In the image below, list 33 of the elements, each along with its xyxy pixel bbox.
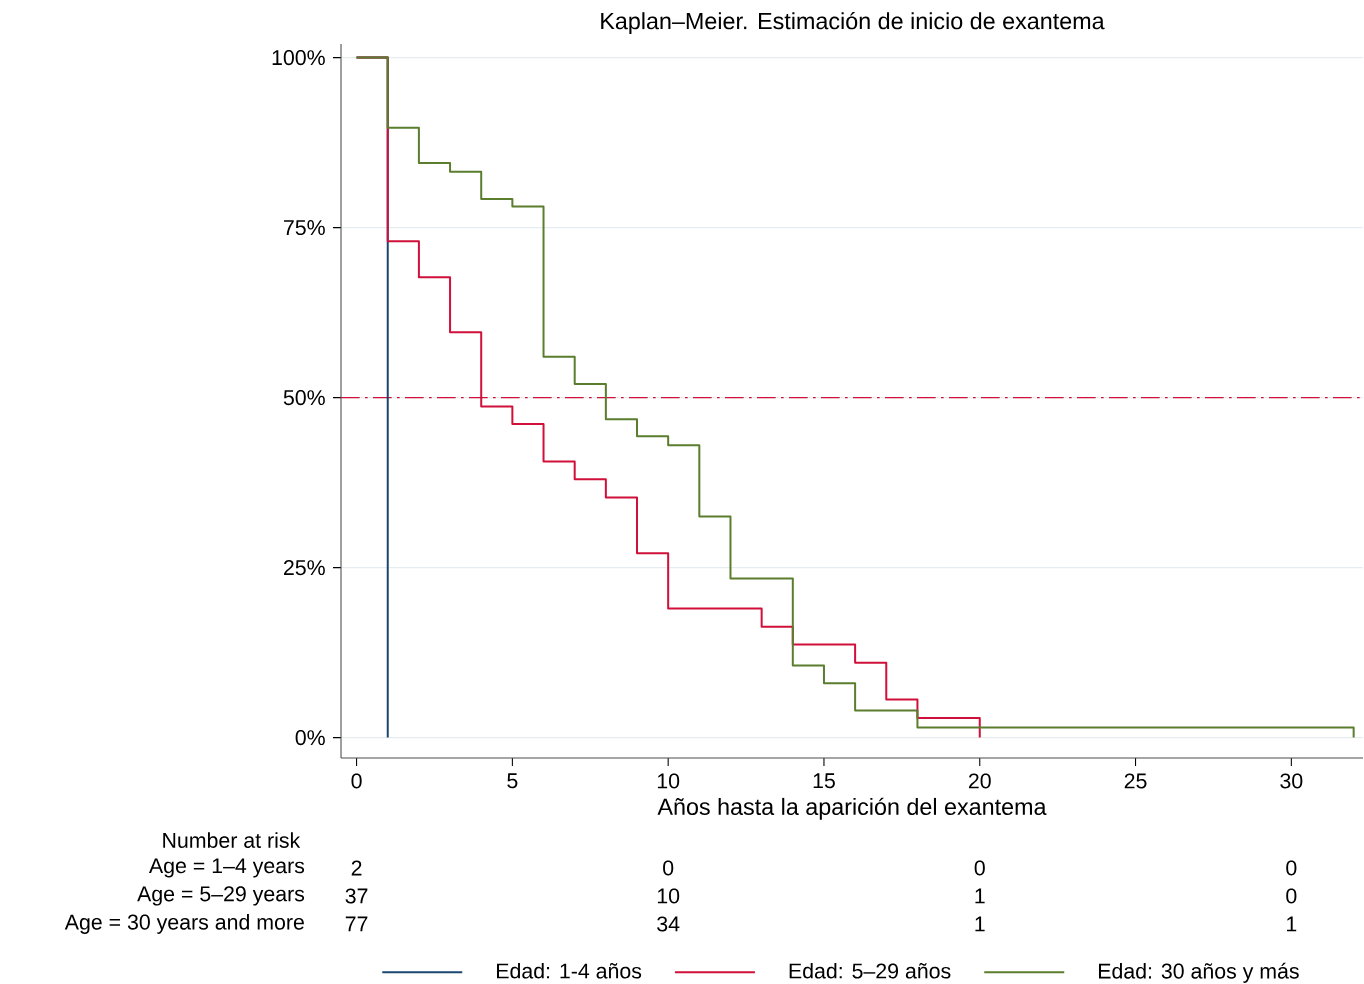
text: 2 <box>351 860 362 876</box>
text: Age = 30 years and more <box>64 913 304 934</box>
text: 1 <box>975 888 985 904</box>
text: 0 <box>974 860 985 876</box>
y-tick-label: 100% <box>272 50 325 66</box>
x-tick-label: 0 <box>351 773 362 789</box>
text: 77 <box>345 916 368 932</box>
text: 37 <box>345 888 368 904</box>
text: 34 <box>657 916 680 932</box>
text: Age = 1–4 years <box>148 858 305 878</box>
legend-label: Edad: 1-4 años <box>497 962 642 979</box>
x-tick-label: 25 <box>1124 773 1147 789</box>
legend-label: Edad: 5–29 años <box>789 962 951 979</box>
x-tick-label: 20 <box>968 773 991 789</box>
text: 1 <box>975 916 985 932</box>
text: 0 <box>663 860 674 876</box>
x-tick-label: 15 <box>813 773 835 789</box>
x-tick-label: 5 <box>507 773 518 789</box>
x-tick-label: 30 <box>1280 773 1303 789</box>
y-tick-label: 75% <box>284 220 325 236</box>
y-tick-label: 0% <box>295 730 325 746</box>
y-tick-label: 50% <box>283 390 325 406</box>
legend-label: Edad: 30 años y más <box>1098 962 1299 983</box>
text: 10 <box>657 888 680 904</box>
chart-title: Kaplan–Meier. Estimación de inicio de exantema <box>601 11 1105 34</box>
y-tick-label: 25% <box>283 560 325 576</box>
text: 0 <box>1286 860 1297 876</box>
text: 0 <box>1286 888 1297 904</box>
text: Age = 5–29 years <box>137 886 305 906</box>
text: 1 <box>1287 916 1297 932</box>
x-tick-label: 10 <box>657 773 680 789</box>
x-axis-title: Años hasta la aparición del exantema <box>657 797 1047 820</box>
text: Number at risk <box>163 832 301 848</box>
